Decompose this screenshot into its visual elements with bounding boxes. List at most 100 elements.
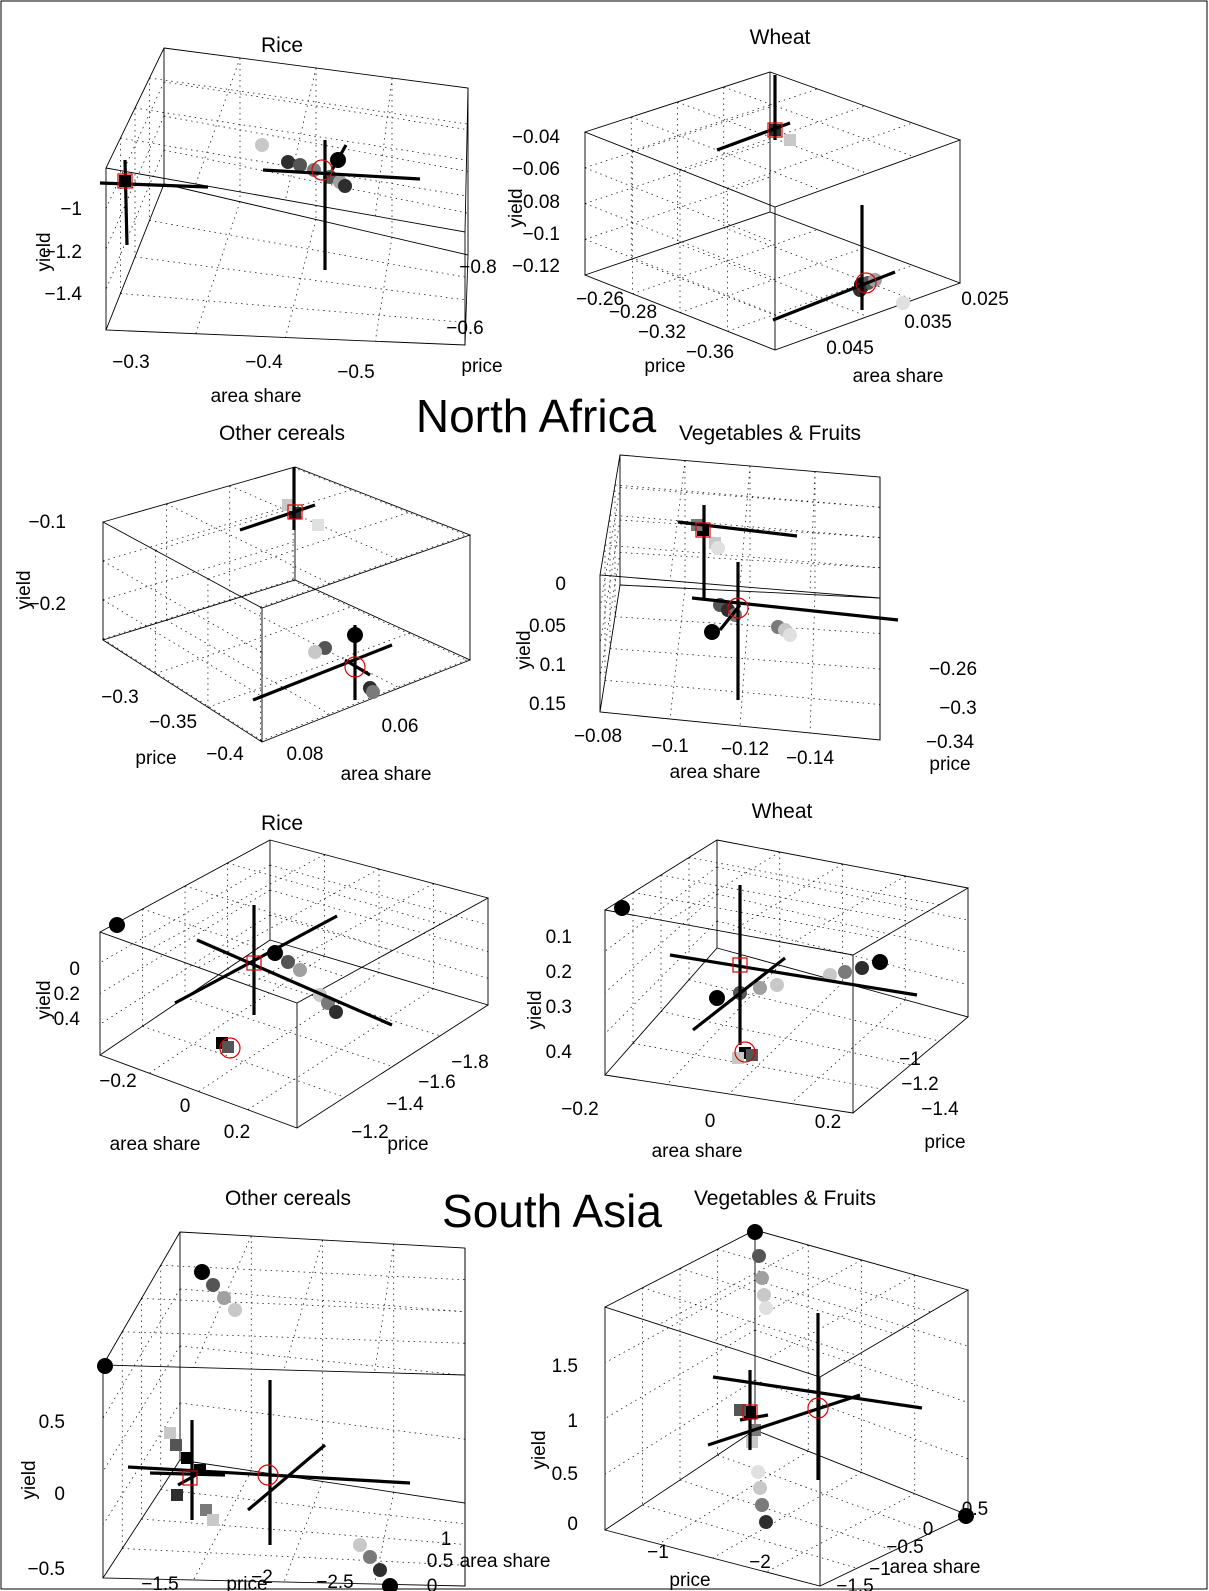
x-tick-label: −0.12 — [721, 739, 769, 760]
data-point-circle — [363, 1550, 377, 1564]
data-point-circle — [958, 1508, 974, 1524]
z-tick-label: 0.4 — [546, 1042, 573, 1063]
data-point-circle — [757, 1288, 771, 1302]
x-axis-label: area share — [211, 386, 302, 407]
y-axis-label: price — [924, 1132, 965, 1153]
error-bar — [150, 1473, 225, 1475]
data-point-circle — [373, 1563, 387, 1577]
panel-title: Other cereals — [225, 1187, 351, 1210]
x-tick-label: 0.2 — [815, 1112, 841, 1133]
error-bar — [125, 160, 127, 245]
y-axis-label: price — [461, 356, 502, 377]
x-tick-label: −0.2 — [561, 1099, 599, 1120]
data-point-circle — [783, 628, 797, 642]
y-axis-label: price — [929, 754, 970, 775]
z-tick-label: 0.3 — [546, 997, 572, 1018]
x-tick-label: −2 — [749, 1552, 771, 1573]
z-axis-label: yield — [34, 980, 55, 1019]
data-point-square — [170, 1439, 182, 1451]
data-point-circle — [255, 138, 269, 152]
y-tick-label: 0.5 — [427, 1551, 453, 1572]
z-axis-label: yield — [34, 232, 55, 271]
z-tick-label: −0.06 — [512, 159, 560, 180]
x-tick-label: 0.025 — [961, 289, 1009, 310]
x-axis-label: price — [226, 1574, 267, 1591]
z-tick-label: 0.2 — [546, 962, 572, 983]
data-point-square — [746, 1436, 758, 1448]
y-tick-label: −0.32 — [638, 322, 686, 343]
data-point-circle — [752, 1249, 766, 1263]
data-point-circle — [293, 158, 307, 172]
data-point-circle — [366, 685, 380, 699]
y-tick-label: −0.8 — [459, 257, 497, 278]
z-axis-label: yield — [525, 990, 546, 1029]
data-point-circle — [194, 1264, 210, 1280]
z-tick-label: 0 — [567, 1514, 578, 1535]
panel-title: Wheat — [752, 800, 813, 823]
y-tick-label: −1.5 — [836, 1576, 874, 1591]
y-tick-label: −0.3 — [939, 698, 977, 719]
z-tick-label: 0.2 — [54, 984, 80, 1005]
data-point-circle — [704, 624, 720, 640]
data-point-circle — [338, 179, 352, 193]
z-tick-label: 1 — [567, 1411, 578, 1432]
x-tick-label: 0.08 — [287, 744, 324, 765]
data-point-circle — [308, 645, 322, 659]
y-axis-label: price — [387, 1134, 428, 1155]
y-tick-label: −1.4 — [386, 1094, 424, 1115]
data-point-circle — [228, 1303, 242, 1317]
panel-title: Rice — [261, 812, 303, 835]
z-axis-label: yield — [506, 188, 527, 227]
data-point-circle — [753, 1481, 767, 1495]
x-tick-label: −0.1 — [651, 736, 689, 757]
y-tick-label: −1.2 — [351, 1122, 389, 1143]
x-axis-label: area share — [110, 1134, 201, 1155]
x-tick-label: −0.3 — [112, 352, 150, 373]
y-tick-label: −0.3 — [101, 687, 139, 708]
data-point-circle — [770, 978, 784, 992]
y-axis-label: area share — [460, 1551, 551, 1572]
panel-title: Wheat — [750, 26, 811, 49]
x-tick-label: −2.5 — [316, 1572, 354, 1591]
data-point-square — [207, 1514, 219, 1526]
data-point-circle — [759, 1515, 773, 1529]
y-tick-label: −1.8 — [451, 1052, 489, 1073]
data-point-circle — [855, 961, 869, 975]
data-point-circle — [281, 155, 295, 169]
x-tick-label: 0.045 — [826, 338, 874, 359]
y-tick-label: −0.36 — [686, 342, 734, 363]
data-point-circle — [97, 1358, 113, 1374]
x-tick-label: −1 — [647, 1542, 669, 1563]
z-tick-label: −0.1 — [28, 512, 66, 533]
z-tick-label: 0 — [555, 574, 566, 595]
y-tick-label: −1 — [899, 1049, 921, 1070]
data-point-square — [784, 134, 796, 146]
data-point-circle — [838, 965, 852, 979]
y-tick-label: −0.6 — [446, 318, 484, 339]
z-tick-label: 0 — [54, 1484, 65, 1505]
z-tick-label: −1.4 — [44, 284, 82, 305]
data-point-circle — [353, 1538, 367, 1552]
z-tick-label: 0.5 — [552, 1464, 578, 1485]
data-point-circle — [709, 990, 725, 1006]
data-point-circle — [217, 1291, 231, 1305]
panel-title: Vegetables & Fruits — [679, 422, 861, 445]
y-tick-label: −0.4 — [206, 744, 244, 765]
data-point-circle — [206, 1278, 220, 1292]
x-tick-label: 0.2 — [224, 1122, 250, 1143]
z-tick-label: −0.1 — [522, 224, 560, 245]
z-tick-label: 0.5 — [39, 1412, 65, 1433]
y-axis-label: price — [135, 748, 176, 769]
z-axis-label: yield — [529, 1430, 550, 1469]
x-axis-label: area share — [670, 762, 761, 783]
data-point-circle — [872, 954, 888, 970]
data-point-circle — [755, 1271, 769, 1285]
x-axis-label: area share — [341, 764, 432, 785]
z-axis-label: yield — [19, 1460, 40, 1499]
y-axis-label: price — [644, 356, 685, 377]
data-point-circle — [896, 296, 910, 310]
data-point-circle — [759, 1301, 773, 1315]
z-axis-label: yield — [14, 570, 35, 609]
y-tick-label: −1.6 — [418, 1072, 456, 1093]
